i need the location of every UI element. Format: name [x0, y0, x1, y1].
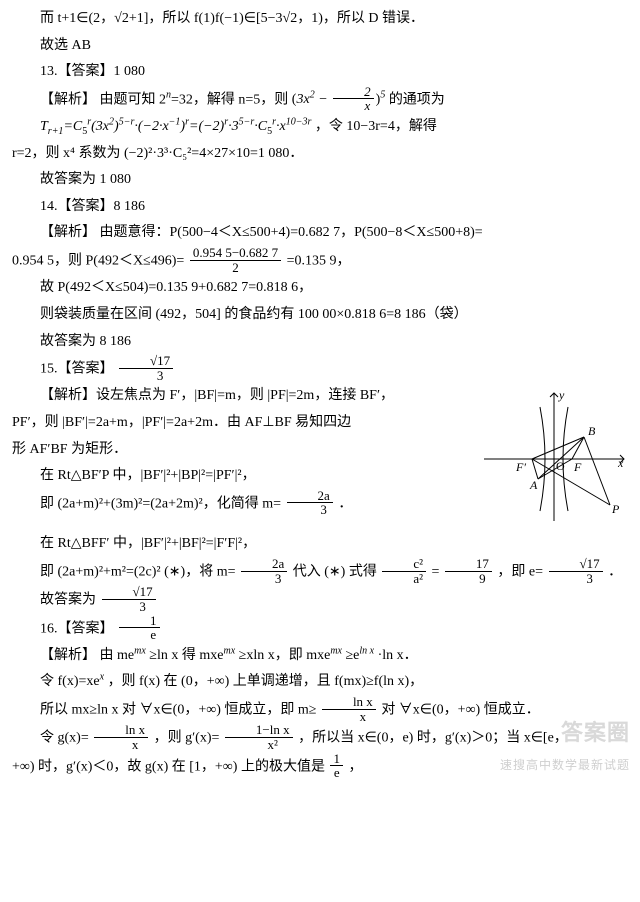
text: ≥xln x，即 mxe: [239, 648, 331, 663]
text: 令 f(x)=xe: [40, 674, 100, 689]
q16-analysis-3: 所以 mx≥ln x 对 ∀x∈(0，+∞) 恒成立，即 m≥ ln xx 对 …: [12, 696, 628, 724]
q16-analysis-5: +∞) 时，g′(x)＜0，故 g(x) 在 [1，+∞) 上的极大值是 1e …: [12, 753, 628, 781]
frac-17-9: 179: [445, 557, 492, 585]
q13-final: 故答案为 1 080: [12, 167, 628, 194]
exp-mx: mx: [134, 645, 146, 656]
svg-text:O: O: [556, 459, 565, 473]
q15-answer: 15.【答案】 √173: [12, 355, 628, 383]
svg-text:y: y: [558, 388, 565, 402]
text: 即 (2a+m)²+(3m)²=(2a+2m)²，化简得 m=: [40, 496, 281, 511]
svg-text:F′: F′: [515, 460, 526, 474]
frac-lnx-x-b: ln xx: [94, 723, 148, 751]
q15-final: 故答案为 √173: [12, 586, 628, 614]
frac-lnx-x: ln xx: [322, 695, 376, 723]
frac-1-e: 1e: [119, 614, 160, 642]
line-choice-ab: 故选 AB: [12, 33, 628, 60]
q13-analysis-1: 【解析】 由题可知 2n=32，解得 n=5，则 (3x2 − 2x)5 的通项…: [12, 86, 628, 114]
text: ．: [608, 564, 622, 579]
svg-text:x: x: [617, 456, 624, 470]
text: =32，解得 n=5，则: [171, 92, 292, 107]
text: 16.【答案】: [40, 621, 117, 636]
frac-sqrt17-3: √173: [119, 354, 173, 382]
q14-analysis-1: 【解析】 由题意得：P(500−4＜X≤500+4)=0.682 7，P(500…: [12, 220, 628, 247]
frac-sqrt17-3b: √173: [549, 557, 603, 585]
text: ·ln x．: [378, 648, 418, 663]
text: 代入 (∗) 式得: [293, 564, 377, 579]
frac-1-e-b: 1e: [330, 752, 343, 780]
svg-text:F: F: [573, 460, 582, 474]
text: ≥e: [346, 648, 360, 663]
q14-analysis-4: 则袋装质量在区间 (492，504] 的食品约有 100 00×0.818 6=…: [12, 302, 628, 329]
frac-2a-3: 2a3: [287, 489, 333, 517]
frac-c2-a2: c²a²: [382, 557, 426, 585]
text: 【解析】 由 me: [40, 648, 134, 663]
q14-analysis-3: 故 P(492＜X≤504)=0.135 9+0.682 7=0.818 6，: [12, 275, 628, 302]
q16-answer: 16.【答案】 1e: [12, 615, 628, 643]
text: ，即 e=: [497, 564, 543, 579]
frac-2a-3b: 2a3: [241, 557, 287, 585]
q14-final: 故答案为 8 186: [12, 329, 628, 356]
frac-sqrt17-3c: √173: [102, 585, 156, 613]
q15-eq2: 即 (2a+m)²+m²=(2c)² (∗)，将 m= 2a3 代入 (∗) 式…: [12, 558, 628, 586]
q15-rt2: 在 Rt△BFF′ 中，|BF′|²+|BF|²=|F′F|²，: [12, 531, 628, 558]
q16-analysis-2: 令 f(x)=xex ，则 f(x) 在 (0，+∞) 上单调递增，且 f(mx…: [12, 669, 628, 696]
text: 0.954 5，则 P(492＜X≤496)=: [12, 253, 184, 268]
line-t-range: 而 t+1∈(2，√2+1]，所以 f(1)f(−1)∈[5−3√2，1)，所以…: [12, 6, 628, 33]
text: 所以 mx≥ln x 对 ∀x∈(0，+∞) 恒成立，即 m≥: [40, 702, 316, 717]
q13-general-term: Tr+1=C5r(3x2)5−r·(−2·x−1)r=(−2)r·35−r·C5…: [12, 114, 628, 141]
text: 即 (2a+m)²+m²=(2c)² (∗)，将 m=: [40, 564, 235, 579]
text: ，则 f(x) 在 (0，+∞) 上单调递增，且 f(mx)≥f(ln x)，: [108, 674, 424, 689]
binomial-expression: (3x2 − 2x)5: [292, 92, 389, 107]
svg-text:A: A: [529, 478, 538, 492]
text: ，所以当 x∈(0，e) 时，g′(x)＞0；当 x∈[e，: [298, 731, 568, 746]
text: 对 ∀x∈(0，+∞) 恒成立．: [381, 702, 539, 717]
text: ，令 10−3r=4，解得: [315, 119, 437, 134]
text: 的通项为: [389, 92, 445, 107]
exp-lnx: ln x: [359, 645, 374, 656]
q16-analysis-1: 【解析】 由 memx ≥ln x 得 mxemx ≥xln x，即 mxemx…: [12, 643, 628, 670]
hyperbola-diagram: x y O F F′ A B P: [476, 387, 626, 527]
svg-text:P: P: [611, 502, 620, 516]
exp-x: x: [100, 672, 104, 683]
svg-text:B: B: [588, 424, 596, 438]
text: ，则 g′(x)=: [154, 731, 220, 746]
text: 故答案为: [40, 593, 96, 608]
text: 【解析】 由题可知 2: [40, 92, 166, 107]
expr: Tr+1=C5r(3x2)5−r·(−2·x−1)r=(−2)r·35−r·C5…: [40, 119, 315, 134]
q14-analysis-2: 0.954 5，则 P(492＜X≤496)= 0.954 5−0.682 72…: [12, 247, 628, 275]
q13-answer: 13.【答案】1 080: [12, 59, 628, 86]
text: ，: [348, 759, 362, 774]
q14-answer: 14.【答案】8 186: [12, 194, 628, 221]
text: ．: [338, 496, 352, 511]
text: =0.135 9，: [287, 253, 351, 268]
exp-mx: mx: [330, 645, 342, 656]
frac-gprime: 1−ln xx²: [225, 723, 293, 751]
q13-coeff: r=2，则 x⁴ 系数为 (−2)²·3³·C₅²=4×27×10=1 080．: [12, 141, 628, 168]
exp-mx: mx: [223, 645, 235, 656]
text: 15.【答案】: [40, 361, 117, 376]
text: 令 g(x)=: [40, 731, 89, 746]
text: +∞) 时，g′(x)＜0，故 g(x) 在 [1，+∞) 上的极大值是: [12, 759, 328, 774]
text: =: [432, 564, 440, 579]
frac-prob: 0.954 5−0.682 72: [190, 246, 281, 274]
text: ≥ln x 得 mxe: [149, 648, 223, 663]
q16-analysis-4: 令 g(x)= ln xx ，则 g′(x)= 1−ln xx² ，所以当 x∈…: [12, 724, 628, 752]
